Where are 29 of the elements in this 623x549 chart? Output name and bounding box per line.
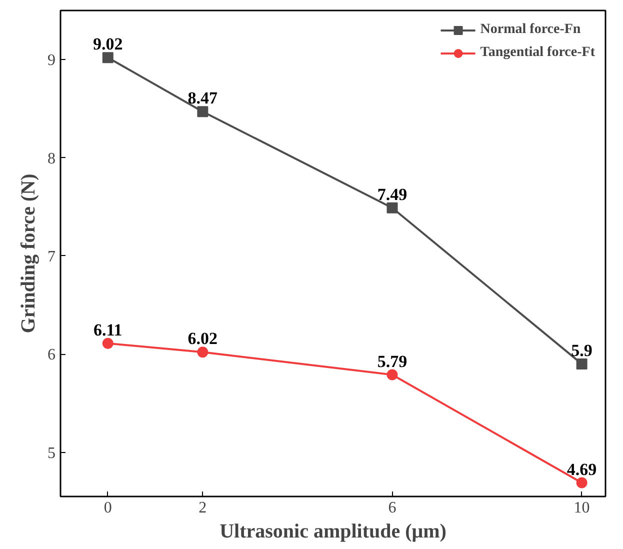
point (576, 477, 588, 488)
y-tick-label: 9 (48, 52, 56, 70)
y-tick-label: 8 (48, 150, 56, 168)
point (386, 202, 398, 214)
data-label: 4.69 (566, 460, 597, 479)
data-label: 8.47 (188, 88, 218, 108)
point (102, 52, 114, 64)
data-label: 6.11 (93, 320, 122, 340)
y-tick-label: 6 (48, 346, 56, 364)
y-tick-label: 5 (48, 444, 56, 462)
point (197, 106, 208, 118)
point (197, 346, 208, 358)
x-tick-label: 10 (574, 500, 590, 516)
legend-label: Tangential force-Ft (480, 45, 595, 61)
data-label: 9.02 (93, 34, 123, 54)
x-tick-label: 0 (104, 500, 112, 516)
data-label: 5.9 (571, 340, 592, 360)
x-tick-label: 6 (388, 500, 396, 516)
point (102, 338, 114, 349)
y-tick-label: 7 (48, 248, 56, 266)
x-axis-title: Ultrasonic amplitude (μm) (220, 520, 446, 542)
point (386, 369, 398, 380)
y-axis-title: Grinding force (N) (18, 174, 40, 334)
data-label: 6.02 (188, 329, 218, 348)
x-tick-label: 2 (198, 500, 207, 516)
data-label: 5.79 (377, 352, 408, 371)
legend-label: Normal force-Fn (480, 22, 581, 38)
data-label: 7.49 (377, 184, 408, 204)
point (576, 358, 588, 370)
